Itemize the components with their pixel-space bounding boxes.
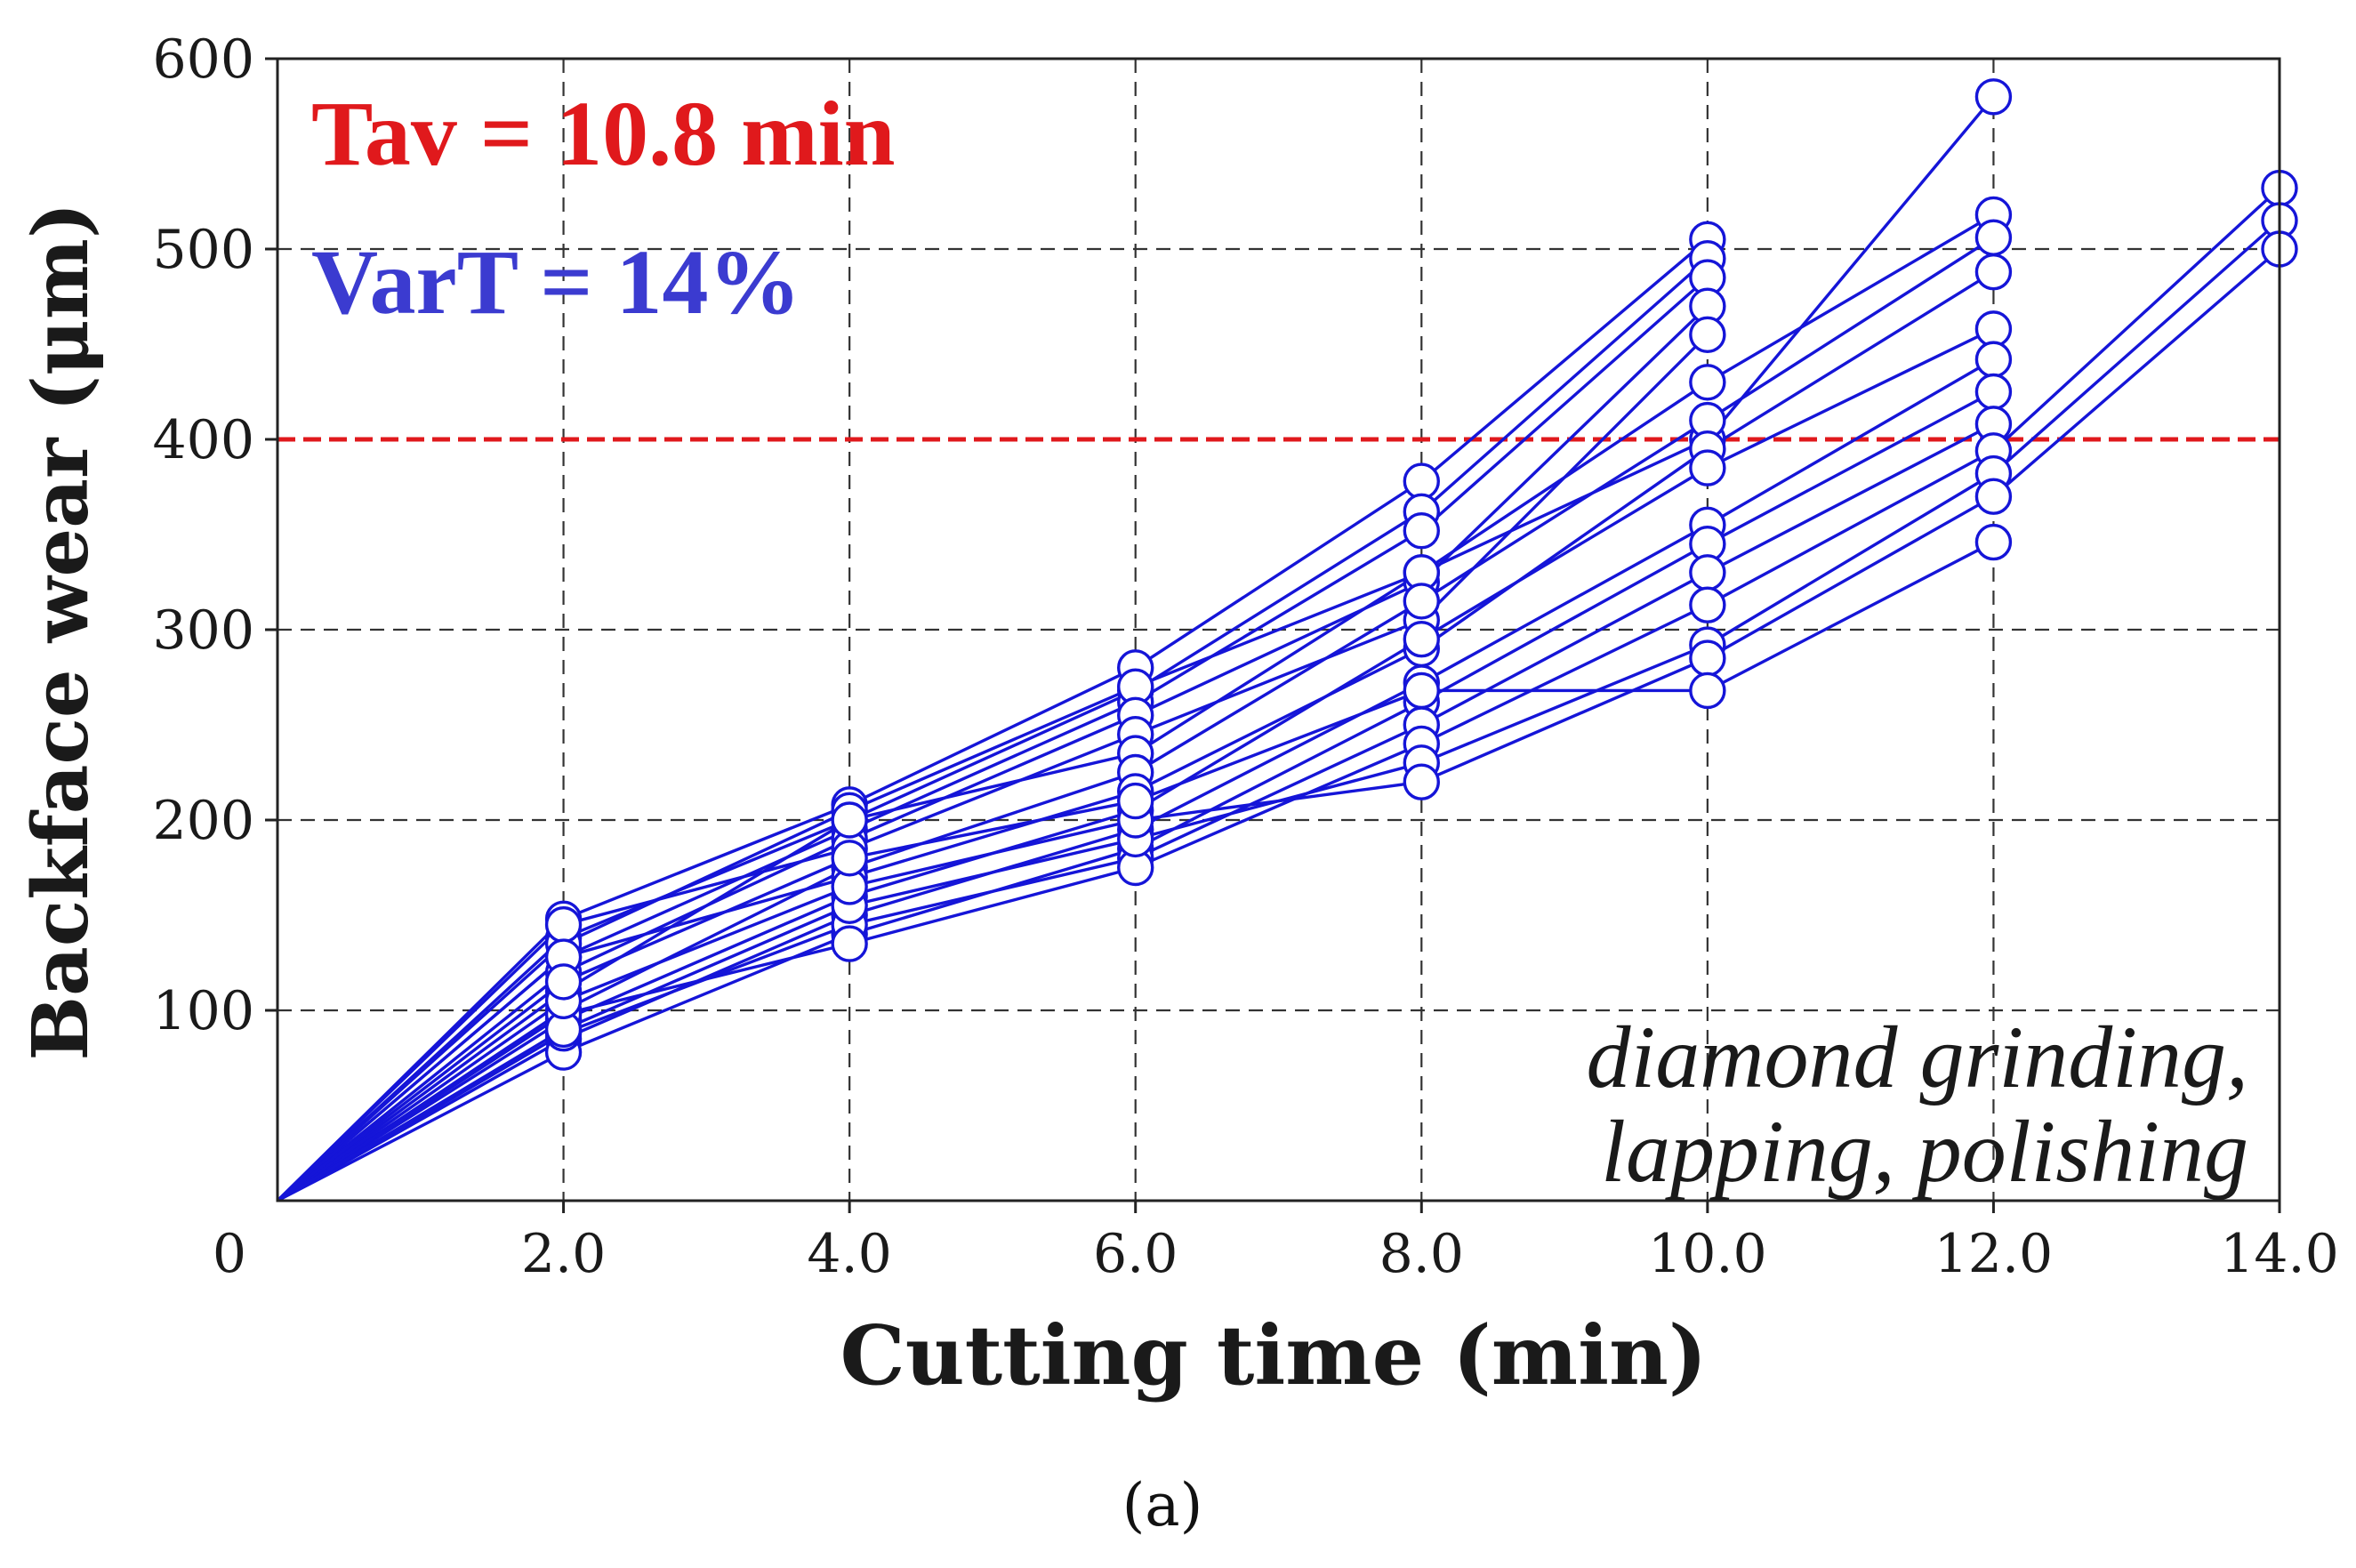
x-tick-label: 8.0 [1379,1223,1464,1285]
data-point [1689,364,1726,401]
data-point [544,963,583,1001]
y-tick-label: 400 [152,409,254,471]
y-tick-label: 600 [152,28,254,91]
data-point [1689,586,1726,623]
y-tick-label: 300 [152,599,254,662]
method-label-line1: diamond grinding, [1587,1008,2248,1106]
data-point [1974,523,2013,561]
series-line-insert-2 [276,257,1709,1202]
data-point [1974,310,2013,348]
data-point [1689,316,1726,353]
data-point [544,905,583,944]
y-tick-label: 500 [152,219,254,281]
series-line-insert-14 [277,187,2281,1202]
grid-layer [277,59,2280,1201]
data-point [1689,639,1726,677]
data-point [1689,554,1726,591]
x-tick-label: 12.0 [1934,1223,2054,1285]
tick-layer: 2.0 4.0 6.0 8.0 10.0 12.0 14.0 100 200 300 400 500 6… [152,28,2338,1285]
vart-annotation: VarT = 14% [311,231,800,334]
x-tick-label: 2.0 [521,1223,606,1285]
data-point [831,801,868,839]
x-tick-label: 6.0 [1093,1223,1178,1285]
y-tick-label: 100 [152,980,254,1042]
data-point [1689,449,1726,486]
data-point [1403,671,1440,710]
data-point [831,925,868,962]
data-point [1689,671,1726,710]
data-point [1403,583,1440,620]
method-label-line2: lapping, polishing [1601,1102,2248,1201]
marker-layer [544,78,2298,1071]
x-origin-label: 0 [213,1223,246,1285]
data-point [831,840,868,877]
y-axis-title: Backface wear (μm) [16,202,106,1060]
data-point [1974,341,2013,378]
series-line-insert-5 [276,304,1709,1202]
data-point [1974,373,2013,411]
data-point [1403,763,1440,800]
x-axis-title: Cutting time (min) [840,1307,1708,1403]
series-line-insert-1 [276,238,1709,1202]
tav-annotation: Tav = 10.8 min [311,83,895,185]
data-point [1117,782,1154,820]
data-point [1974,478,2013,515]
data-point [1403,621,1440,658]
data-point [1974,219,2013,256]
data-point [1974,78,2013,116]
data-point [1974,253,2013,291]
y-tick-label: 200 [152,790,254,852]
x-tick-label: 14.0 [2220,1223,2339,1285]
series-line-insert-16 [277,247,2281,1202]
figure-caption: (a) [1122,1471,1203,1540]
x-tick-label: 10.0 [1648,1223,1767,1285]
x-tick-label: 4.0 [807,1223,891,1285]
data-point [1403,462,1440,500]
data-point [1403,512,1440,550]
